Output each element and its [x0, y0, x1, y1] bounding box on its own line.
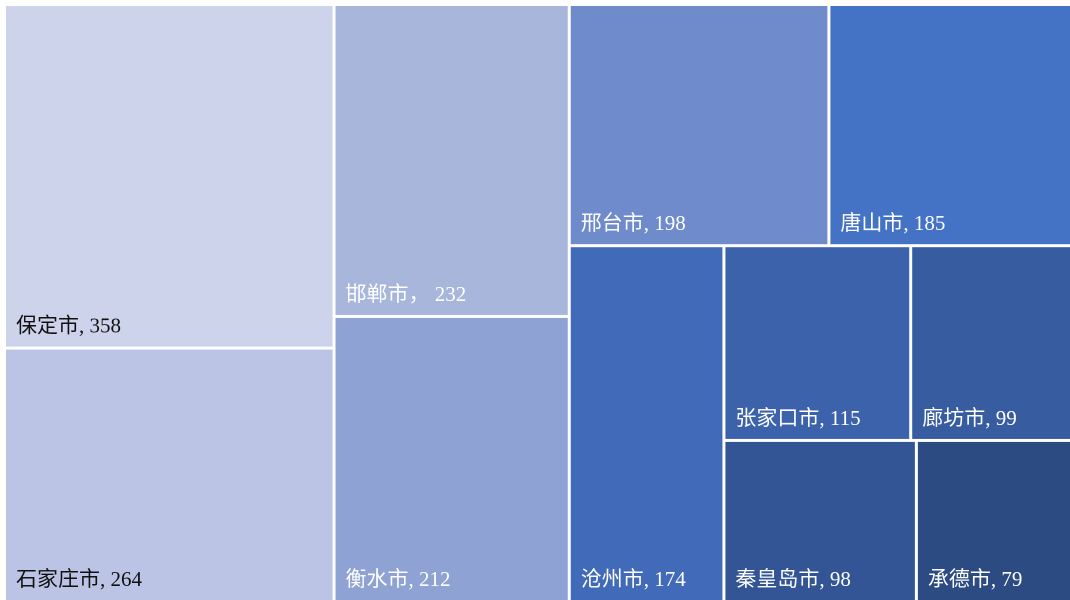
tile-label: 沧州市, 174 — [581, 567, 686, 591]
tile-label: 保定市, 358 — [16, 314, 121, 338]
tile-label: 石家庄市, 264 — [16, 567, 142, 591]
tile — [6, 6, 333, 347]
tile — [725, 247, 910, 439]
tile-label: 承德市, 79 — [928, 567, 1023, 591]
tile — [725, 441, 915, 600]
tile-label: 邢台市, 198 — [581, 211, 686, 235]
tile — [830, 6, 1070, 245]
tile-label: 衡水市, 212 — [346, 567, 451, 591]
tile — [335, 317, 568, 600]
tile — [335, 6, 568, 315]
tile — [6, 349, 333, 600]
tile-label: 邯郸市， 232 — [346, 282, 467, 306]
tile-label: 廊坊市, 99 — [922, 406, 1017, 430]
tile — [912, 247, 1070, 439]
tile-label: 唐山市, 185 — [840, 211, 945, 235]
tile — [570, 247, 723, 600]
tile — [917, 441, 1070, 600]
tile-label: 秦皇岛市, 98 — [735, 567, 851, 591]
tile-label: 张家口市, 115 — [735, 406, 860, 430]
tile — [570, 6, 828, 245]
